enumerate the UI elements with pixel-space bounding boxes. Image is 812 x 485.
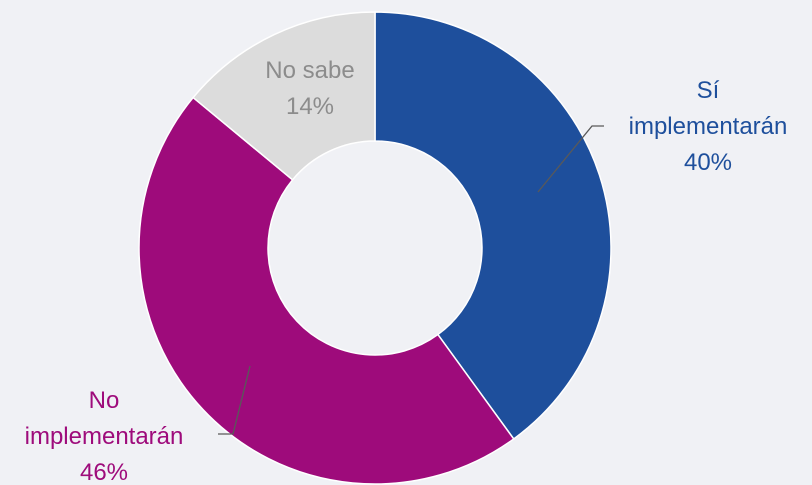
slice-value-label: 46% [80,459,128,485]
leader-line-si-implementaran [537,125,604,193]
slice-value-label: 40% [684,149,732,176]
slice-name-line: No [89,387,120,414]
slice-label-no-implementaran: No implementarán 46% [25,387,184,485]
slice-name-line: implementarán [25,423,184,450]
slice-name-line: Sí [697,77,720,104]
slice-no-implementaran [138,96,515,485]
slice-no-sabe [192,11,376,181]
slice-label-si-implementaran: Sí implementarán 40% [629,77,788,176]
slice-si-implementaran [374,11,612,440]
leader-line-no-implementaran [218,365,251,435]
slice-name-line: implementarán [629,113,788,140]
slice-value-label: 14% [286,93,334,120]
slice-label-no-sabe: No sabe 14% [265,57,354,120]
slice-name-line: No sabe [265,57,354,84]
